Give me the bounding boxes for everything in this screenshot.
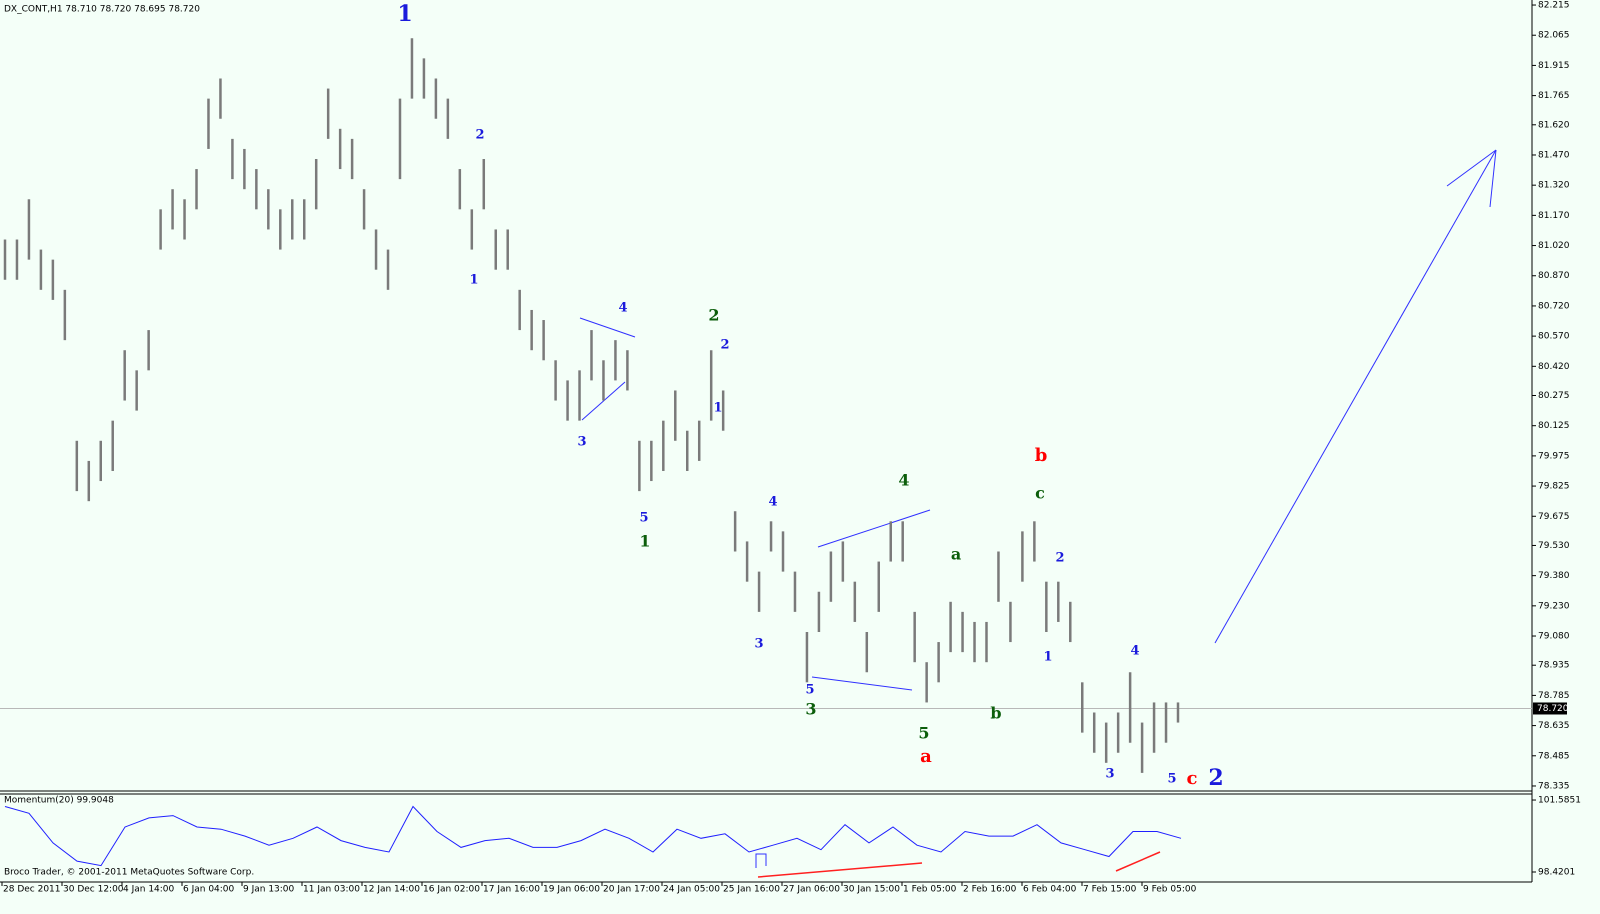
y-tick-label: 79.080 bbox=[1538, 632, 1570, 642]
y-tick-label: 81.020 bbox=[1538, 241, 1570, 251]
x-tick-label: 28 Dec 2011 bbox=[3, 885, 61, 895]
y-tick-label: 81.170 bbox=[1538, 211, 1570, 221]
wave-label: 4 bbox=[898, 471, 909, 490]
wave-label: 1 bbox=[639, 532, 650, 551]
wave-label: 3 bbox=[577, 435, 586, 450]
wave-label: a bbox=[920, 746, 932, 767]
y-tick-label: 78.485 bbox=[1538, 751, 1570, 761]
x-tick-label: 2 Feb 16:00 bbox=[963, 885, 1017, 895]
wave-label: 5 bbox=[1167, 772, 1176, 787]
y-tick-label: 79.975 bbox=[1538, 451, 1570, 461]
arrow bbox=[1214, 149, 1497, 644]
y-tick-label: 80.420 bbox=[1538, 362, 1570, 372]
x-tick-label: 4 Jan 14:00 bbox=[123, 885, 175, 895]
x-tick-label: 24 Jan 05:00 bbox=[663, 885, 720, 895]
y-tick-label: 80.720 bbox=[1538, 301, 1570, 311]
y-tick-label: 81.765 bbox=[1538, 91, 1570, 101]
y-tick-label: 80.870 bbox=[1538, 271, 1570, 281]
wave-label: 4 bbox=[1130, 644, 1139, 659]
wave-label: 2 bbox=[1208, 765, 1223, 791]
divergence-line bbox=[757, 862, 923, 878]
indicator-title: Momentum(20) 99.9048 bbox=[4, 796, 114, 806]
wave-label: 2 bbox=[708, 306, 719, 325]
wave-label: 4 bbox=[618, 301, 627, 316]
current-price-label: 78.720 bbox=[1537, 704, 1569, 714]
x-tick-label: 30 Dec 12:00 bbox=[63, 885, 124, 895]
x-tick-label: 30 Jan 15:00 bbox=[843, 885, 900, 895]
wave-label: 2 bbox=[475, 128, 484, 143]
y-tick-label: 82.065 bbox=[1538, 31, 1570, 41]
trend-line bbox=[817, 509, 931, 548]
footer: Broco Trader, © 2001-2011 MetaQuotes Sof… bbox=[4, 868, 254, 878]
y-tick-label: 81.620 bbox=[1538, 120, 1570, 130]
x-tick-label: 9 Jan 13:00 bbox=[243, 885, 295, 895]
y-tick-label: 82.215 bbox=[1538, 1, 1570, 11]
x-tick-label: 7 Feb 15:00 bbox=[1083, 885, 1137, 895]
divergence-lines bbox=[757, 851, 1161, 878]
y-tick-label: 98.4201 bbox=[1538, 867, 1575, 877]
x-tick-label: 6 Jan 04:00 bbox=[183, 885, 235, 895]
x-tick-label: 1 Feb 05:00 bbox=[903, 885, 957, 895]
y-tick-label: 78.935 bbox=[1538, 661, 1570, 671]
trend-line bbox=[579, 317, 636, 338]
x-tick-label: 17 Jan 16:00 bbox=[483, 885, 540, 895]
y-tick-label: 81.470 bbox=[1538, 150, 1570, 160]
current-price-box bbox=[1533, 702, 1567, 715]
wave-label: 2 bbox=[1055, 551, 1064, 566]
wave-label: 4 bbox=[768, 495, 777, 510]
trend-line bbox=[811, 676, 913, 691]
y-tick-label: 79.825 bbox=[1538, 482, 1570, 492]
arrow-head bbox=[1489, 149, 1497, 208]
wave-label: 5 bbox=[918, 724, 929, 743]
x-tick-label: 9 Feb 05:00 bbox=[1143, 885, 1197, 895]
x-tick-label: 16 Jan 02:00 bbox=[423, 885, 480, 895]
wave-label: 1 bbox=[397, 1, 412, 27]
wave-label: 3 bbox=[805, 700, 816, 719]
y-tick-label: 79.530 bbox=[1538, 541, 1570, 551]
divergence-line bbox=[1115, 851, 1161, 872]
x-tick-label: 27 Jan 06:00 bbox=[783, 885, 840, 895]
wave-label: 1 bbox=[1043, 650, 1052, 665]
x-tick-label: 11 Jan 03:00 bbox=[303, 885, 360, 895]
wave-label: 3 bbox=[754, 637, 763, 652]
marker bbox=[755, 853, 767, 868]
wave-label: b bbox=[1035, 445, 1048, 466]
chart-title: DX_CONT,H1 78.710 78.720 78.695 78.720 bbox=[4, 5, 200, 15]
wave-label: 1 bbox=[713, 401, 722, 416]
y-tick-label: 80.570 bbox=[1538, 332, 1570, 342]
y-tick-label: 79.675 bbox=[1538, 512, 1570, 522]
y-tick-label: 78.335 bbox=[1538, 781, 1570, 791]
wave-label: 2 bbox=[720, 338, 729, 353]
x-tick-label: 19 Jan 06:00 bbox=[543, 885, 600, 895]
y-tick-label: 79.380 bbox=[1538, 571, 1570, 581]
drawing-lines bbox=[579, 149, 1497, 868]
y-tick-label: 81.915 bbox=[1538, 61, 1570, 71]
wave-label: 5 bbox=[639, 511, 648, 526]
wave-label: c bbox=[1035, 484, 1045, 503]
y-tick-label: 79.230 bbox=[1538, 601, 1570, 611]
y-tick-label: 78.785 bbox=[1538, 691, 1570, 701]
momentum-line bbox=[4, 805, 1182, 867]
wave-label: 1 bbox=[469, 273, 478, 288]
y-tick-label: 81.320 bbox=[1538, 181, 1570, 191]
y-tick-label: 80.275 bbox=[1538, 391, 1570, 401]
x-tick-label: 25 Jan 16:00 bbox=[723, 885, 780, 895]
wave-label: c bbox=[1187, 768, 1198, 789]
x-tick-label: 6 Feb 04:00 bbox=[1023, 885, 1077, 895]
y-tick-label: 78.635 bbox=[1538, 721, 1570, 731]
trend-line bbox=[581, 381, 626, 421]
wave-label: 5 bbox=[805, 683, 814, 698]
y-tick-label: 80.125 bbox=[1538, 421, 1570, 431]
y-tick-label: 101.5851 bbox=[1538, 796, 1581, 806]
x-tick-label: 20 Jan 17:00 bbox=[603, 885, 660, 895]
wave-label: a bbox=[951, 545, 961, 564]
x-tick-label: 12 Jan 14:00 bbox=[363, 885, 420, 895]
wave-label: 3 bbox=[1105, 767, 1114, 782]
wave-label: b bbox=[990, 704, 1001, 723]
arrow-head bbox=[1446, 149, 1497, 187]
